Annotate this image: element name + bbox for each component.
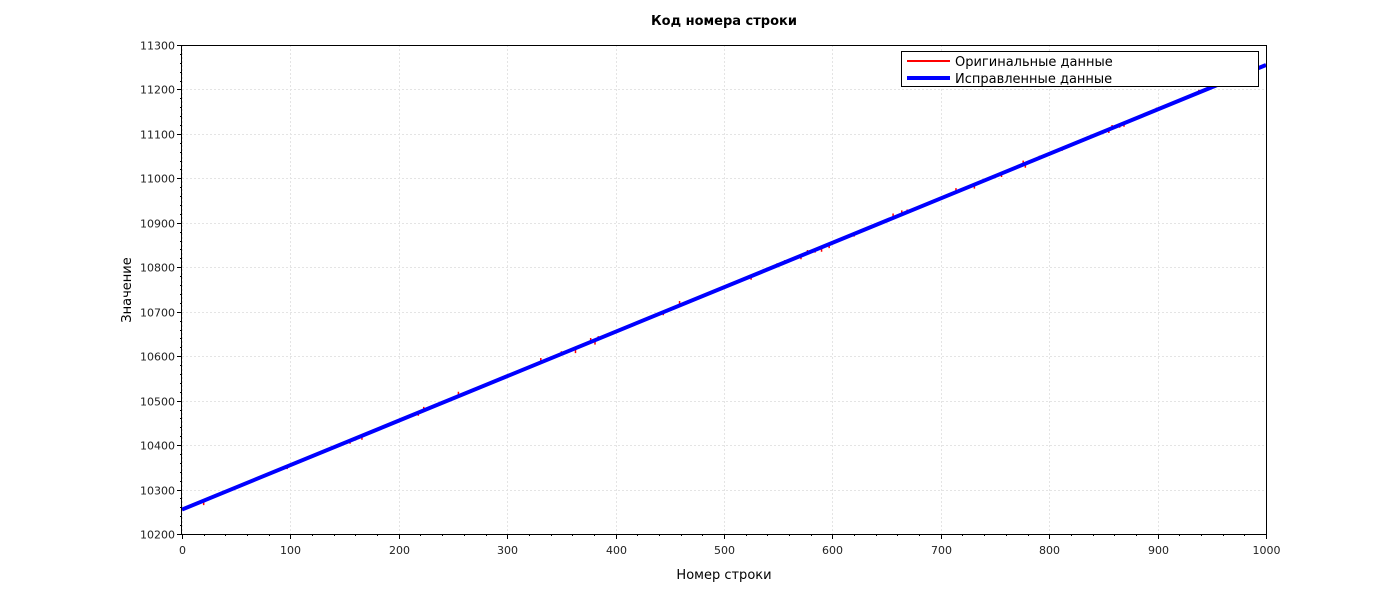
series-layer bbox=[181, 63, 1267, 512]
x-tick-label: 200 bbox=[389, 544, 410, 557]
y-tick-label: 10300 bbox=[140, 485, 175, 498]
legend-label-original: Оригинальные данные bbox=[955, 55, 1113, 70]
x-tick-label: 600 bbox=[822, 544, 843, 557]
y-axis: 10200 10300 10400 10500 10600 10700 10800 10900… bbox=[140, 40, 182, 542]
y-tick-label: 11000 bbox=[140, 173, 175, 186]
chart-title: Код номера строки bbox=[651, 14, 797, 29]
x-tick-label: 500 bbox=[714, 544, 735, 557]
y-axis-title: Значение bbox=[120, 257, 135, 322]
x-tick-label: 700 bbox=[931, 544, 952, 557]
x-tick-label: 1000 bbox=[1253, 544, 1281, 557]
x-axis: 0 100 200 300 400 500 600 700 800 900 1000 bbox=[179, 534, 1281, 557]
legend-label-corrected: Исправленные данные bbox=[955, 72, 1112, 87]
y-tick-label: 11300 bbox=[140, 40, 175, 53]
legend: Оригинальные данные Исправленные данные bbox=[901, 51, 1259, 87]
y-tick-label: 10200 bbox=[140, 529, 175, 542]
y-tick-label: 10900 bbox=[140, 218, 175, 231]
x-tick-label: 300 bbox=[497, 544, 518, 557]
x-tick-label: 900 bbox=[1148, 544, 1169, 557]
x-tick-label: 800 bbox=[1039, 544, 1060, 557]
x-axis-title: Номер строки bbox=[676, 568, 771, 583]
y-tick-label: 10600 bbox=[140, 351, 175, 364]
x-tick-label: 0 bbox=[179, 544, 186, 557]
series-line-corrected bbox=[181, 63, 1267, 512]
y-tick-label: 10700 bbox=[140, 307, 175, 320]
y-tick-label: 11100 bbox=[140, 129, 175, 142]
y-tick-label: 10400 bbox=[140, 440, 175, 453]
x-tick-label: 100 bbox=[280, 544, 301, 557]
x-tick-label: 400 bbox=[606, 544, 627, 557]
grid bbox=[182, 45, 1267, 535]
y-tick-label: 10800 bbox=[140, 262, 175, 275]
y-tick-label: 11200 bbox=[140, 84, 175, 97]
y-tick-label: 10500 bbox=[140, 396, 175, 409]
legend-box bbox=[901, 51, 1259, 87]
